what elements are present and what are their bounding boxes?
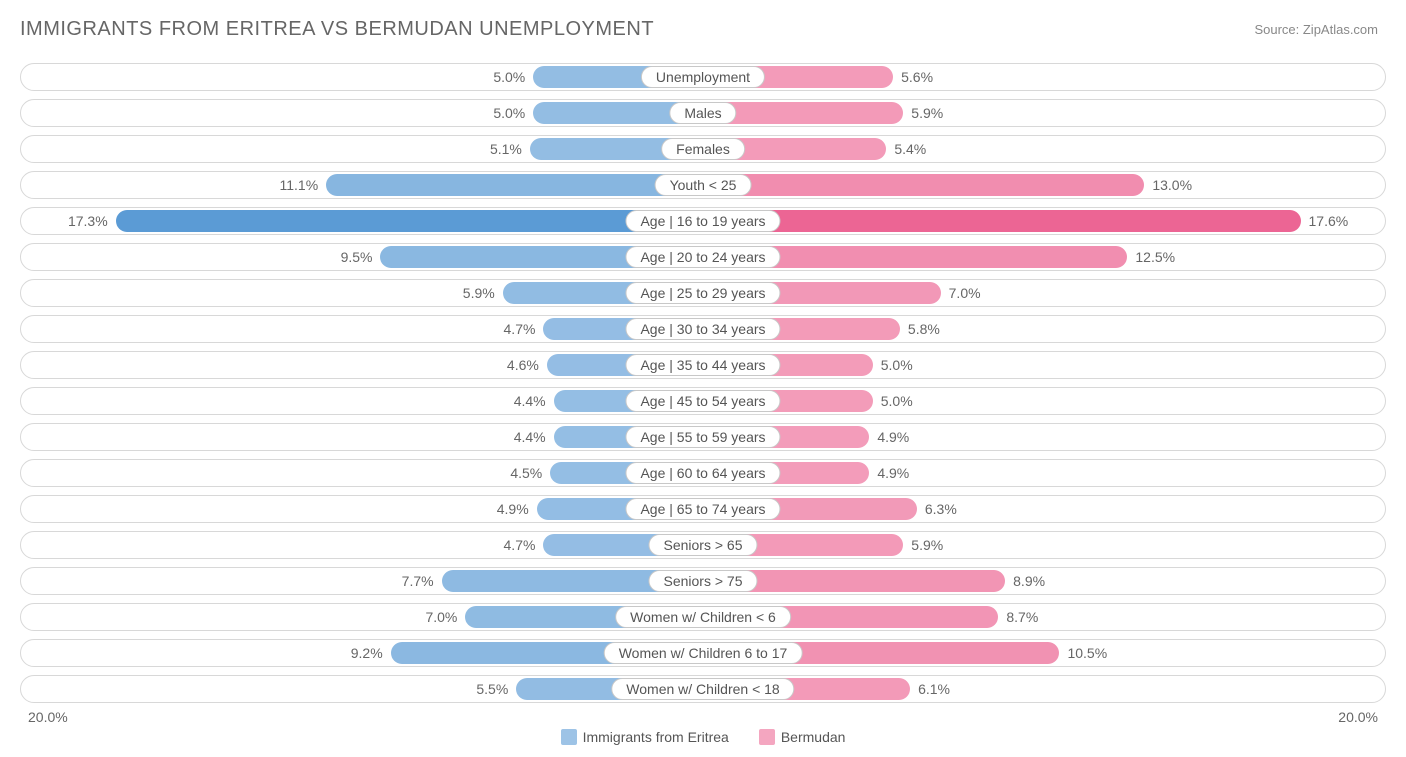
category-label: Youth < 25	[655, 174, 752, 196]
value-right: 5.4%	[886, 138, 926, 160]
chart-row: 4.5% 4.9% Age | 60 to 64 years	[20, 459, 1386, 487]
value-left: 4.4%	[514, 390, 554, 412]
legend-label-left: Immigrants from Eritrea	[583, 729, 729, 745]
chart-row: 4.6% 5.0% Age | 35 to 44 years	[20, 351, 1386, 379]
chart-row: 4.7% 5.9% Seniors > 65	[20, 531, 1386, 559]
chart-row: 9.2% 10.5% Women w/ Children 6 to 17	[20, 639, 1386, 667]
value-right: 6.1%	[910, 678, 950, 700]
value-right: 7.0%	[941, 282, 981, 304]
chart-row: 5.1% 5.4% Females	[20, 135, 1386, 163]
value-left: 9.2%	[351, 642, 391, 664]
category-label: Age | 16 to 19 years	[625, 210, 780, 232]
chart-row: 7.0% 8.7% Women w/ Children < 6	[20, 603, 1386, 631]
value-left: 5.0%	[493, 102, 533, 124]
axis-max-right: 20.0%	[1338, 709, 1378, 725]
value-left: 5.1%	[490, 138, 530, 160]
value-left: 11.1%	[279, 174, 326, 196]
value-left: 4.9%	[497, 498, 537, 520]
category-label: Age | 25 to 29 years	[625, 282, 780, 304]
chart-row: 11.1% 13.0% Youth < 25	[20, 171, 1386, 199]
chart-row: 4.7% 5.8% Age | 30 to 34 years	[20, 315, 1386, 343]
value-left: 7.7%	[402, 570, 442, 592]
value-right: 17.6%	[1301, 210, 1349, 232]
chart-title: IMMIGRANTS FROM ERITREA VS BERMUDAN UNEM…	[20, 18, 1386, 41]
value-left: 4.6%	[507, 354, 547, 376]
value-right: 5.8%	[900, 318, 940, 340]
chart-row: 4.9% 6.3% Age | 65 to 74 years	[20, 495, 1386, 523]
category-label: Age | 35 to 44 years	[625, 354, 780, 376]
value-right: 5.0%	[873, 390, 913, 412]
category-label: Women w/ Children 6 to 17	[604, 642, 803, 664]
bar-right	[703, 210, 1301, 232]
chart-row: 7.7% 8.9% Seniors > 75	[20, 567, 1386, 595]
value-right: 6.3%	[917, 498, 957, 520]
value-right: 13.0%	[1144, 174, 1192, 196]
value-right: 4.9%	[869, 462, 909, 484]
diverging-bar-chart: 5.0% 5.6% Unemployment 5.0% 5.9% Males 5.1% 5.4…	[20, 63, 1386, 703]
x-axis: 20.0% 20.0%	[20, 709, 1386, 727]
value-left: 4.4%	[514, 426, 554, 448]
legend-swatch-left	[561, 729, 577, 745]
value-right: 5.0%	[873, 354, 913, 376]
value-left: 4.5%	[510, 462, 550, 484]
value-left: 4.7%	[504, 318, 544, 340]
value-right: 5.6%	[893, 66, 933, 88]
category-label: Age | 55 to 59 years	[625, 426, 780, 448]
category-label: Males	[669, 102, 736, 124]
value-right: 4.9%	[869, 426, 909, 448]
chart-row: 5.0% 5.6% Unemployment	[20, 63, 1386, 91]
category-label: Unemployment	[641, 66, 765, 88]
axis-max-left: 20.0%	[28, 709, 68, 725]
category-label: Age | 45 to 54 years	[625, 390, 780, 412]
value-left: 5.5%	[476, 678, 516, 700]
chart-row: 5.5% 6.1% Women w/ Children < 18	[20, 675, 1386, 703]
value-left: 9.5%	[341, 246, 381, 268]
source-name: ZipAtlas.com	[1303, 22, 1378, 37]
category-label: Women w/ Children < 18	[611, 678, 794, 700]
legend-label-right: Bermudan	[781, 729, 846, 745]
value-left: 7.0%	[425, 606, 465, 628]
category-label: Age | 30 to 34 years	[625, 318, 780, 340]
category-label: Women w/ Children < 6	[615, 606, 791, 628]
source-attribution: Source: ZipAtlas.com	[1254, 22, 1378, 37]
value-left: 5.9%	[463, 282, 503, 304]
value-right: 5.9%	[903, 102, 943, 124]
value-left: 5.0%	[493, 66, 533, 88]
category-label: Females	[661, 138, 745, 160]
chart-row: 9.5% 12.5% Age | 20 to 24 years	[20, 243, 1386, 271]
value-right: 12.5%	[1127, 246, 1175, 268]
value-right: 8.9%	[1005, 570, 1045, 592]
chart-row: 5.9% 7.0% Age | 25 to 29 years	[20, 279, 1386, 307]
chart-row: 5.0% 5.9% Males	[20, 99, 1386, 127]
chart-row: 4.4% 4.9% Age | 55 to 59 years	[20, 423, 1386, 451]
value-left: 17.3%	[68, 210, 116, 232]
bar-right	[703, 174, 1144, 196]
value-right: 8.7%	[998, 606, 1038, 628]
bar-left	[326, 174, 703, 196]
category-label: Age | 65 to 74 years	[625, 498, 780, 520]
category-label: Seniors > 65	[649, 534, 758, 556]
category-label: Age | 20 to 24 years	[625, 246, 780, 268]
source-prefix: Source:	[1254, 22, 1302, 37]
legend-swatch-right	[759, 729, 775, 745]
value-right: 5.9%	[903, 534, 943, 556]
legend: Immigrants from Eritrea Bermudan	[20, 729, 1386, 745]
chart-row: 17.3% 17.6% Age | 16 to 19 years	[20, 207, 1386, 235]
chart-row: 4.4% 5.0% Age | 45 to 54 years	[20, 387, 1386, 415]
legend-item-right: Bermudan	[759, 729, 846, 745]
bar-left	[116, 210, 703, 232]
category-label: Age | 60 to 64 years	[625, 462, 780, 484]
legend-item-left: Immigrants from Eritrea	[561, 729, 729, 745]
value-right: 10.5%	[1059, 642, 1107, 664]
category-label: Seniors > 75	[649, 570, 758, 592]
value-left: 4.7%	[504, 534, 544, 556]
